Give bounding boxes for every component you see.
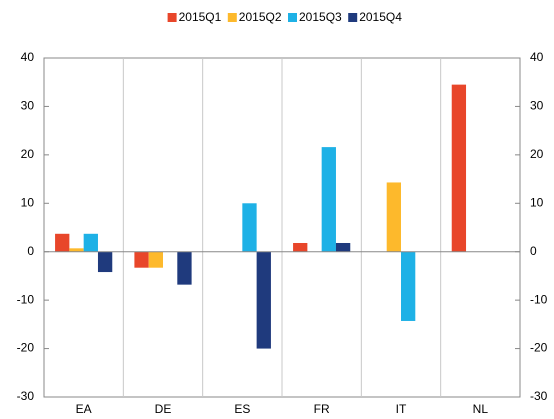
y-tick-label: -20 — [17, 341, 35, 355]
y-tick-label-right: 0 — [530, 244, 537, 258]
legend-label: 2015Q3 — [299, 10, 342, 24]
x-tick-label: ES — [234, 402, 250, 416]
x-tick-label: EA — [76, 402, 92, 416]
bar — [335, 242, 351, 252]
x-tick-label: FR — [314, 402, 330, 416]
y-tick-label-right: -10 — [530, 292, 548, 306]
x-tick-label: IT — [396, 402, 407, 416]
bar — [148, 251, 163, 268]
y-tick-label-right: 20 — [530, 147, 544, 161]
bar — [83, 233, 98, 252]
y-tick-label: 20 — [21, 147, 35, 161]
y-tick-label: 30 — [21, 99, 35, 113]
bar — [293, 242, 308, 252]
y-tick-label-right: 10 — [530, 195, 544, 209]
legend-swatch — [288, 13, 297, 22]
y-tick-label: -10 — [17, 292, 35, 306]
y-tick-label: 0 — [27, 244, 34, 258]
bar — [451, 84, 467, 252]
y-tick-label-right: -30 — [530, 389, 548, 403]
bar — [69, 248, 84, 252]
bar — [321, 147, 336, 252]
bar — [242, 203, 257, 252]
y-tick-label: -30 — [17, 389, 35, 403]
legend-swatch — [167, 13, 177, 22]
bar — [386, 182, 401, 252]
x-tick-label: NL — [473, 402, 489, 416]
legend-label: 2015Q4 — [359, 10, 402, 24]
bar — [256, 251, 271, 349]
y-tick-label-right: 40 — [530, 50, 544, 64]
y-tick-label: 40 — [21, 50, 35, 64]
y-tick-label-right: 30 — [530, 99, 544, 113]
legend-label: 2015Q2 — [239, 10, 282, 24]
bar — [55, 233, 70, 252]
bar — [97, 251, 113, 273]
legend-label: 2015Q1 — [179, 10, 222, 24]
bar — [401, 251, 416, 321]
y-tick-label: 10 — [21, 195, 35, 209]
bar — [177, 251, 192, 285]
y-tick-label-right: -20 — [530, 341, 548, 355]
legend-swatch — [227, 13, 237, 22]
x-tick-label: DE — [155, 402, 172, 416]
legend-swatch — [348, 13, 358, 22]
bar — [134, 251, 149, 268]
